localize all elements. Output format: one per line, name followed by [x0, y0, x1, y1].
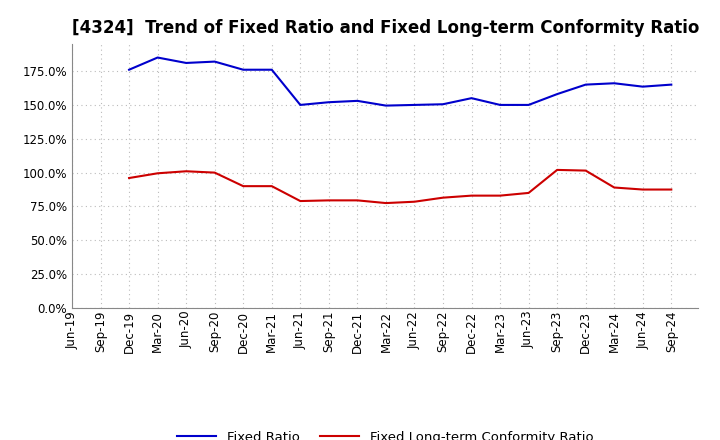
- Title: [4324]  Trend of Fixed Ratio and Fixed Long-term Conformity Ratio: [4324] Trend of Fixed Ratio and Fixed Lo…: [71, 19, 699, 37]
- Fixed Long-term Conformity Ratio: [353, 198, 361, 203]
- Fixed Long-term Conformity Ratio: [667, 187, 675, 192]
- Fixed Ratio: [438, 102, 447, 107]
- Fixed Long-term Conformity Ratio: [553, 167, 562, 172]
- Fixed Long-term Conformity Ratio: [438, 195, 447, 200]
- Fixed Long-term Conformity Ratio: [210, 170, 219, 175]
- Fixed Long-term Conformity Ratio: [524, 190, 533, 195]
- Fixed Long-term Conformity Ratio: [382, 201, 390, 206]
- Fixed Ratio: [524, 102, 533, 107]
- Fixed Ratio: [239, 67, 248, 72]
- Line: Fixed Long-term Conformity Ratio: Fixed Long-term Conformity Ratio: [129, 170, 671, 203]
- Fixed Ratio: [667, 82, 675, 87]
- Fixed Ratio: [382, 103, 390, 108]
- Fixed Long-term Conformity Ratio: [410, 199, 419, 204]
- Fixed Ratio: [153, 55, 162, 60]
- Fixed Long-term Conformity Ratio: [125, 176, 133, 181]
- Fixed Long-term Conformity Ratio: [496, 193, 505, 198]
- Fixed Long-term Conformity Ratio: [182, 169, 191, 174]
- Fixed Ratio: [210, 59, 219, 64]
- Fixed Ratio: [296, 102, 305, 107]
- Fixed Ratio: [267, 67, 276, 72]
- Fixed Long-term Conformity Ratio: [325, 198, 333, 203]
- Fixed Ratio: [353, 98, 361, 103]
- Fixed Long-term Conformity Ratio: [610, 185, 618, 190]
- Fixed Long-term Conformity Ratio: [153, 171, 162, 176]
- Fixed Ratio: [581, 82, 590, 87]
- Fixed Ratio: [182, 60, 191, 66]
- Legend: Fixed Ratio, Fixed Long-term Conformity Ratio: Fixed Ratio, Fixed Long-term Conformity …: [171, 425, 599, 440]
- Fixed Ratio: [125, 67, 133, 72]
- Fixed Long-term Conformity Ratio: [467, 193, 476, 198]
- Fixed Long-term Conformity Ratio: [239, 183, 248, 189]
- Fixed Long-term Conformity Ratio: [267, 183, 276, 189]
- Fixed Ratio: [496, 102, 505, 107]
- Fixed Ratio: [410, 102, 419, 107]
- Fixed Ratio: [553, 92, 562, 97]
- Fixed Long-term Conformity Ratio: [639, 187, 647, 192]
- Fixed Long-term Conformity Ratio: [581, 168, 590, 173]
- Fixed Ratio: [325, 99, 333, 105]
- Fixed Long-term Conformity Ratio: [296, 198, 305, 204]
- Fixed Ratio: [467, 95, 476, 101]
- Fixed Ratio: [610, 81, 618, 86]
- Fixed Ratio: [639, 84, 647, 89]
- Line: Fixed Ratio: Fixed Ratio: [129, 58, 671, 106]
